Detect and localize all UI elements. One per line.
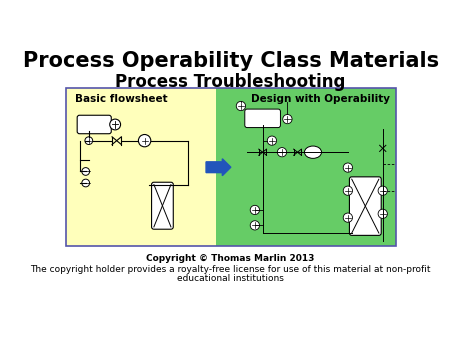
Circle shape — [343, 213, 352, 222]
Circle shape — [277, 148, 287, 157]
Circle shape — [250, 206, 260, 215]
FancyBboxPatch shape — [77, 115, 111, 134]
Circle shape — [343, 186, 352, 195]
Text: The copyright holder provides a royalty-free license for use of this material at: The copyright holder provides a royalty-… — [31, 265, 431, 274]
Text: Process Troubleshooting: Process Troubleshooting — [116, 73, 346, 91]
Text: educational institutions: educational institutions — [177, 274, 284, 283]
Bar — [216, 88, 396, 246]
Circle shape — [378, 186, 387, 195]
Circle shape — [139, 135, 151, 147]
Circle shape — [283, 115, 292, 124]
Circle shape — [85, 137, 93, 145]
Text: Design with Operability: Design with Operability — [251, 94, 390, 104]
FancyBboxPatch shape — [152, 182, 173, 229]
FancyBboxPatch shape — [245, 109, 280, 127]
Circle shape — [82, 179, 90, 187]
Bar — [66, 88, 216, 246]
FancyBboxPatch shape — [349, 177, 381, 235]
FancyArrow shape — [206, 159, 231, 176]
Circle shape — [110, 119, 121, 130]
Circle shape — [236, 101, 246, 111]
Circle shape — [82, 168, 90, 175]
Text: Basic flowsheet: Basic flowsheet — [75, 94, 167, 104]
Text: Copyright © Thomas Marlin 2013: Copyright © Thomas Marlin 2013 — [146, 254, 315, 263]
Circle shape — [378, 209, 387, 218]
Ellipse shape — [305, 146, 321, 159]
Circle shape — [250, 221, 260, 230]
Circle shape — [267, 136, 277, 145]
Bar — [66, 88, 396, 246]
Text: Process Operability Class Materials: Process Operability Class Materials — [22, 51, 439, 71]
Circle shape — [343, 163, 352, 172]
